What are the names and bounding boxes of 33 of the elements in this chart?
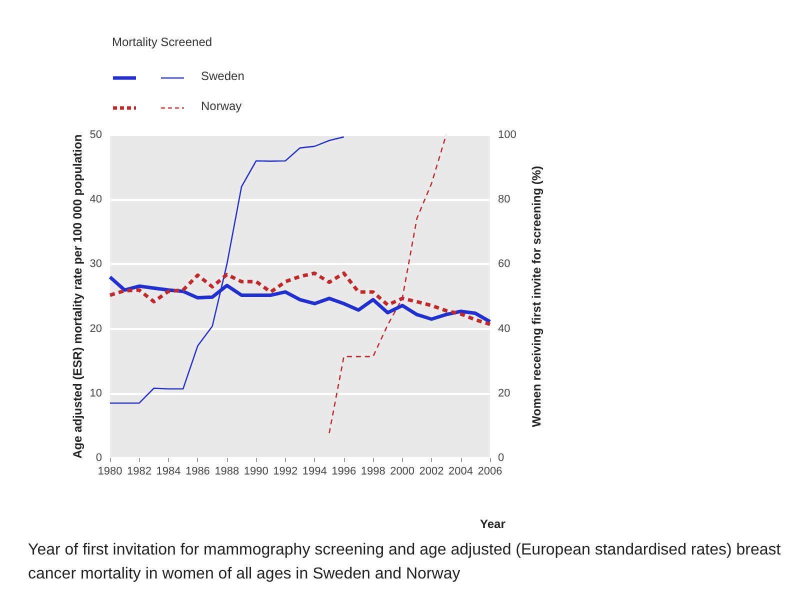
x-tick-label: 1998 — [360, 466, 386, 478]
y-tick-label: 0 — [96, 452, 102, 464]
x-tick-label: 1990 — [244, 466, 268, 478]
y2-tick-label: 40 — [498, 322, 510, 335]
y-tick-label: 30 — [90, 258, 102, 270]
y2-axis-title: Women receiving first invite for screening (%) — [530, 166, 544, 428]
x-tick-label: 2004 — [448, 466, 474, 478]
y2-tick-label: 100 — [498, 129, 516, 141]
x-tick-label: 1992 — [273, 466, 298, 478]
x-tick-label: 2000 — [390, 466, 415, 478]
y2-tick-label: 20 — [498, 387, 510, 400]
x-axis-title: Year — [480, 517, 506, 531]
legend-title: Mortality Screened — [112, 35, 212, 49]
x-tick-label: 1980 — [98, 466, 122, 478]
x-tick-label: 2002 — [419, 466, 444, 478]
x-tick-label: 1996 — [332, 466, 356, 478]
y-tick-label: 10 — [90, 387, 102, 400]
y2-tick-label: 0 — [498, 452, 504, 464]
x-tick-label: 1994 — [302, 466, 327, 478]
y2-tick-label: 80 — [498, 194, 510, 206]
x-tick-label: 1982 — [126, 466, 152, 478]
y-tick-label: 40 — [90, 194, 102, 206]
text: Year of first invitation for mammography screening and age adjusted (European standardised rates) breast cancer mortality in women of all ages in Sweden and Norway — [28, 542, 786, 582]
x-tick-label: 1986 — [185, 466, 210, 478]
x-tick-label: 1984 — [156, 466, 181, 478]
legend-label: Sweden — [201, 69, 244, 83]
x-tick-label: 1988 — [214, 466, 240, 478]
y-tick-label: 20 — [90, 322, 102, 335]
y-tick-label: 50 — [90, 129, 102, 141]
legend-label: Norway — [201, 99, 242, 113]
x-tick-label: 2006 — [478, 466, 502, 478]
y2-tick-label: 60 — [498, 258, 510, 270]
y-axis-title: Age adjusted (ESR) mortality rate per 100 000 population — [70, 134, 84, 459]
